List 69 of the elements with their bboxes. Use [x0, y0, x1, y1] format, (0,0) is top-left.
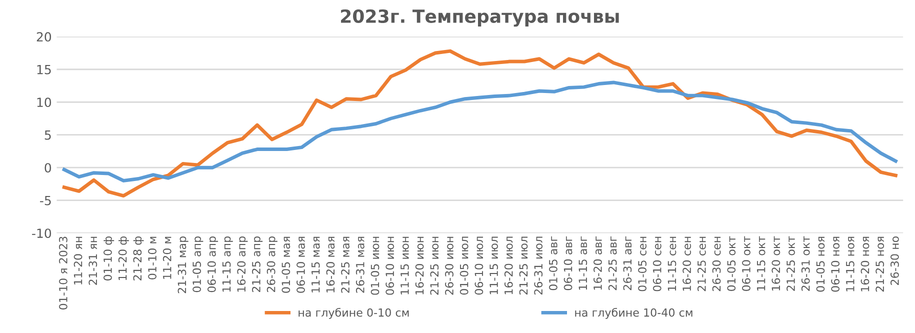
x-tick-label: 11-20 ян	[74, 236, 82, 284]
x-tick-label: 11-15 ноя	[846, 236, 854, 292]
x-tick-label: 01-10 м	[148, 236, 156, 280]
x-tick-label: 01-05 окт	[727, 236, 736, 291]
x-tick-label: 01-05 июн	[370, 236, 380, 295]
x-tick-label: 11-20 ф	[118, 236, 129, 280]
x-tick-label: 16-20 июл	[504, 236, 513, 294]
x-tick-label: 06-10 июл	[474, 236, 484, 295]
x-tick-label: 21-25 авг	[608, 236, 617, 290]
legend-label: на глубине 10-40 см	[575, 308, 692, 319]
chart-title: 2023г. Температура почвы	[341, 9, 619, 27]
x-tick-label: 26-30 июн	[445, 236, 454, 295]
x-tick-label: 01-05 июл	[460, 236, 468, 295]
x-tick-label: 06-10 авг	[564, 236, 572, 290]
x-tick-label: 26-31 авг	[623, 236, 632, 290]
y-tick-label: -10	[32, 228, 52, 238]
x-tick-label: 21-25 июн	[430, 236, 439, 295]
x-tick-label: 26-30 сен	[712, 236, 721, 292]
x-tick-label: 26-31 мая	[356, 236, 364, 293]
x-tick-label: 21-25 апр	[252, 236, 263, 292]
x-tick-label: 06-10 июн	[386, 236, 394, 295]
x-tick-label: 21-25 мая	[341, 236, 350, 293]
x-tick-label: 01-05 мая	[282, 236, 290, 293]
x-tick-label: 21-28 ф	[133, 236, 144, 280]
y-tick-label: 10	[37, 98, 52, 108]
x-tick-label: 21-31 ян	[88, 236, 98, 285]
x-tick-label: 21-25 сен	[697, 236, 706, 292]
x-tick-label: 01-05 сен	[638, 236, 646, 292]
x-tick-label: 11-20 м	[162, 236, 172, 279]
x-tick-label: 01-05 авг	[548, 236, 558, 290]
x-tick-label: 16-20 ноя	[860, 236, 870, 292]
x-tick-label: 16-20 сен	[682, 236, 692, 291]
x-tick-label: 21-25 ноя	[876, 236, 884, 292]
x-tick-label: 01-05 ноя	[816, 236, 825, 292]
legend-label: на глубине 0-10 см	[298, 308, 409, 319]
y-tick-label: 15	[37, 65, 51, 74]
line-series	[62, 80, 898, 182]
x-tick-label: 11-15 сен	[668, 236, 676, 291]
x-tick-label: 11-15 июл	[490, 236, 498, 294]
x-tick-label: 06-10 апр	[207, 236, 218, 292]
x-tick-label: 06-10 сен	[652, 236, 662, 292]
x-tick-label: 11-15 апр	[222, 236, 233, 292]
x-tick-label: 01-10 ф	[104, 236, 114, 280]
x-tick-label: 06-10 окт	[742, 236, 750, 291]
y-tick-label: 20	[36, 32, 52, 42]
x-tick-label: 16-20 окт	[772, 236, 780, 290]
x-tick-label: 11-15 июн	[400, 236, 409, 294]
x-tick-label: 16-20 апр	[237, 236, 248, 292]
x-tick-label: 01-10 я 2023	[58, 236, 68, 310]
x-tick-label: 01-05 апр	[192, 236, 204, 292]
x-tick-label: 21-25 июл	[519, 236, 528, 295]
y-tick-label: 5	[44, 130, 51, 140]
x-tick-label: 06-10 мая	[296, 236, 305, 293]
x-tick-label: 26-31 окт	[801, 236, 810, 291]
x-tick-label: 16-20 июн	[415, 236, 424, 294]
x-tick-label: 26-30 но	[890, 236, 899, 285]
x-tick-label: 16-20 мая	[326, 236, 335, 292]
line-series	[62, 49, 898, 198]
x-tick-label: 26-31 июл	[534, 236, 543, 295]
x-tick-label: 11-15 окт	[757, 236, 766, 290]
x-tick-label: 11-15 мая	[312, 236, 320, 292]
x-tick-label: 21-31 мар	[178, 236, 188, 294]
x-tick-label: 06-10 ноя	[831, 236, 840, 292]
x-tick-label: 11-15 авг	[578, 236, 588, 290]
y-tick-label: 0	[44, 163, 52, 173]
x-tick-label: 26-30 апр	[266, 236, 278, 292]
x-tick-label: 21-25 окт	[786, 236, 795, 291]
x-tick-label: 16-20 авг	[594, 236, 602, 290]
y-tick-label: -5	[40, 196, 51, 206]
